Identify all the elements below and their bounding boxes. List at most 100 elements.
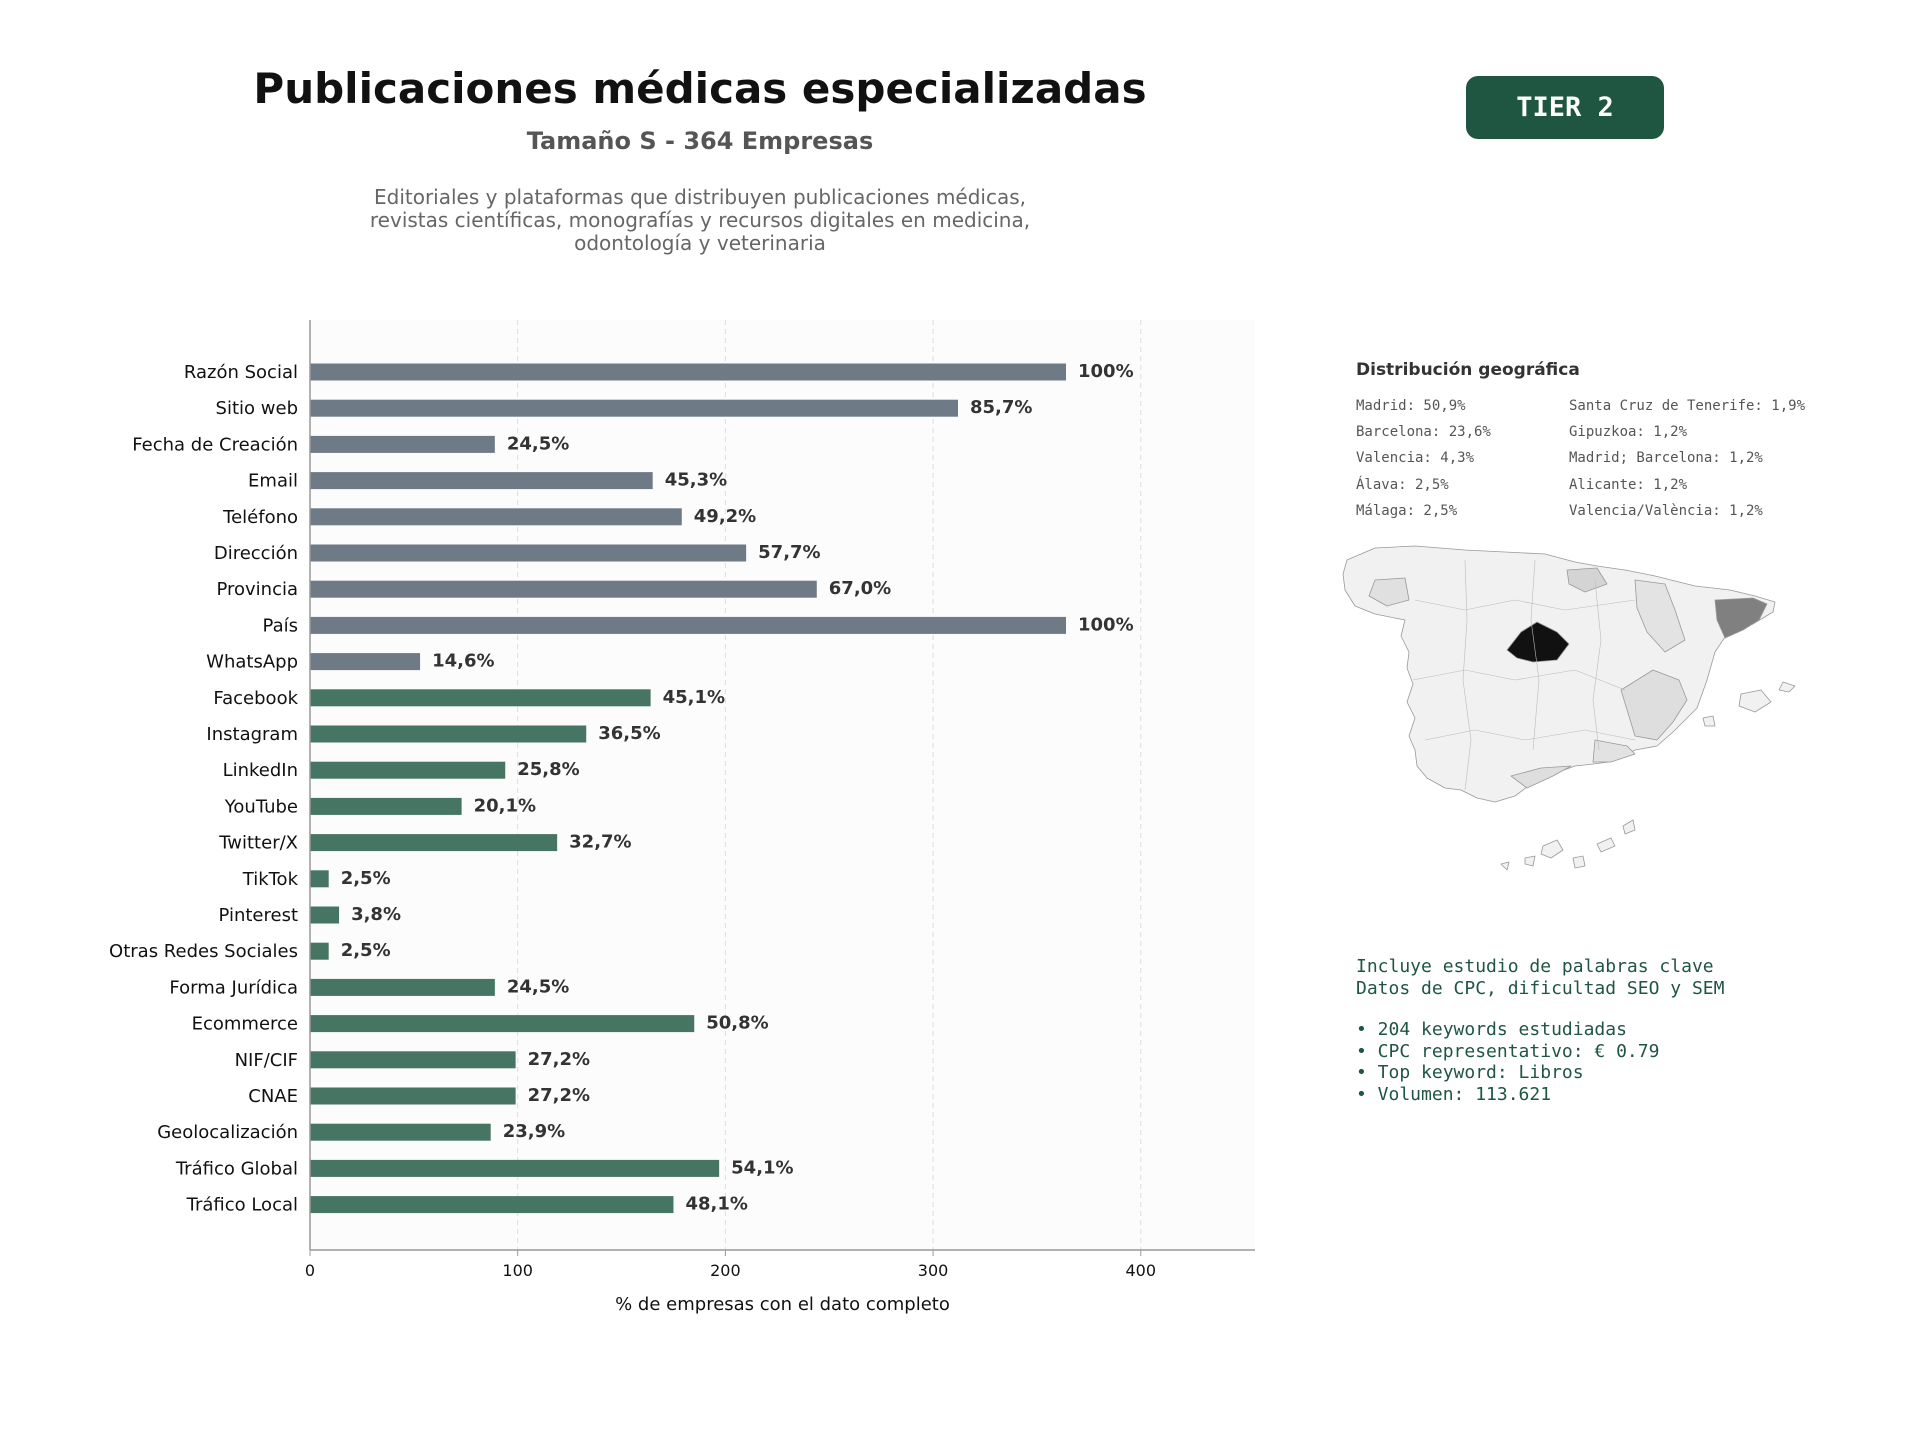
keyword-intro: Datos de CPC, dificultad SEO y SEM: [1356, 977, 1725, 999]
x-tick-label: 400: [1125, 1261, 1156, 1280]
data-label: 2,5%: [341, 868, 391, 889]
map-border: [1530, 559, 1540, 751]
category-label: Sitio web: [216, 398, 298, 419]
category-label: LinkedIn: [223, 760, 298, 781]
category-label: TikTok: [242, 869, 299, 890]
bar: [310, 797, 462, 815]
bar: [310, 544, 747, 562]
map-border: [1424, 729, 1636, 741]
keyword-intro: Incluye estudio de palabras clave: [1356, 956, 1714, 977]
page-subtitle: Tamaño S - 364 Empresas: [526, 127, 874, 155]
map-region: [1592, 739, 1636, 763]
map-region: [1622, 819, 1636, 835]
map-region: [1368, 577, 1410, 607]
map-border: [1462, 559, 1472, 791]
geo-item: Madrid; Barcelona: 1,2%: [1569, 450, 1763, 466]
bar: [310, 363, 1066, 381]
page-title: Publicaciones médicas especializadas: [253, 64, 1147, 113]
data-label: 23,9%: [503, 1121, 565, 1142]
data-label: 100%: [1078, 614, 1134, 635]
keyword-bullet: • CPC representativo: € 0.79: [1356, 1040, 1660, 1062]
bar: [310, 1159, 720, 1177]
bar: [310, 1015, 695, 1033]
bar: [310, 942, 329, 960]
category-label: Twitter/X: [218, 833, 298, 854]
data-label: 67,0%: [829, 578, 891, 599]
plot-area: [310, 320, 1255, 1250]
data-label: 36,5%: [598, 723, 660, 744]
data-label: 48,1%: [685, 1194, 747, 1215]
category-label: Ecommerce: [192, 1014, 298, 1035]
x-axis-label: % de empresas con el dato completo: [615, 1294, 950, 1315]
description-line: Editoriales y plataformas que distribuye…: [373, 185, 1027, 209]
data-label: 100%: [1078, 361, 1134, 382]
map-region: [1620, 669, 1688, 741]
bar: [310, 435, 495, 453]
bar: [310, 761, 506, 779]
geo-item: Álava: 2,5%: [1356, 477, 1449, 493]
category-label: NIF/CIF: [235, 1050, 298, 1071]
category-label: Pinterest: [218, 905, 298, 926]
x-tick-label: 200: [710, 1261, 741, 1280]
category-label: Provincia: [216, 579, 298, 600]
data-label: 49,2%: [694, 506, 756, 527]
geo-item: Madrid: 50,9%: [1356, 398, 1466, 414]
bar: [310, 399, 958, 417]
page-description: Editoriales y plataformas que distribuye…: [100, 186, 1300, 255]
data-label: 85,7%: [970, 397, 1032, 418]
category-label: Tráfico Local: [186, 1195, 298, 1216]
keyword-bullet: • 204 keywords estudiadas: [1356, 1019, 1627, 1040]
bar: [310, 1196, 674, 1214]
spain-map: [1342, 545, 1796, 871]
description-line: odontología y veterinaria: [574, 231, 826, 255]
category-label: Dirección: [214, 543, 298, 564]
bar: [310, 870, 329, 888]
x-tick-label: 100: [502, 1261, 533, 1280]
category-label: Tráfico Global: [175, 1158, 298, 1179]
map-region: [1778, 681, 1796, 693]
category-label: Razón Social: [184, 362, 298, 383]
bar: [310, 978, 495, 996]
map-region: [1524, 855, 1536, 867]
bar: [310, 689, 651, 707]
map-border: [1412, 669, 1626, 691]
geo-item: Gipuzkoa: 1,2%: [1569, 424, 1688, 440]
x-tick-label: 0: [305, 1261, 315, 1280]
geo-item: Barcelona: 23,6%: [1356, 424, 1491, 440]
category-label: País: [263, 615, 298, 636]
data-label: 54,1%: [731, 1157, 793, 1178]
data-label: 20,1%: [474, 795, 536, 816]
data-label: 24,5%: [507, 433, 569, 454]
map-region: [1634, 579, 1686, 653]
data-label: 27,2%: [528, 1049, 590, 1070]
category-label: Teléfono: [222, 507, 298, 528]
map-region: [1572, 855, 1586, 869]
data-label: 57,7%: [758, 542, 820, 563]
bar: [310, 653, 421, 671]
category-label: CNAE: [248, 1086, 298, 1107]
geo-item: Alicante: 1,2%: [1569, 477, 1688, 493]
category-label: Otras Redes Sociales: [109, 941, 298, 962]
geo-item: Valencia: 4,3%: [1356, 450, 1475, 466]
category-label: Instagram: [206, 724, 298, 745]
data-label: 24,5%: [507, 976, 569, 997]
data-label: 2,5%: [341, 940, 391, 961]
category-label: Facebook: [213, 688, 298, 709]
data-label: 25,8%: [517, 759, 579, 780]
map-region: [1342, 545, 1776, 803]
bar: [310, 616, 1066, 634]
description-line: revistas científicas, monografías y recu…: [369, 208, 1031, 232]
x-tick-label: 300: [918, 1261, 949, 1280]
bar: [310, 1051, 516, 1069]
geo-item: Valencia/València: 1,2%: [1569, 503, 1763, 519]
map-region: [1500, 861, 1510, 871]
data-label: 45,1%: [663, 687, 725, 708]
map-region: [1738, 689, 1772, 713]
bar: [310, 906, 340, 924]
bar: [310, 472, 653, 490]
tier-badge: TIER 2: [1466, 76, 1664, 139]
data-label: 32,7%: [569, 832, 631, 853]
bar: [310, 725, 587, 743]
category-label: WhatsApp: [206, 652, 298, 673]
